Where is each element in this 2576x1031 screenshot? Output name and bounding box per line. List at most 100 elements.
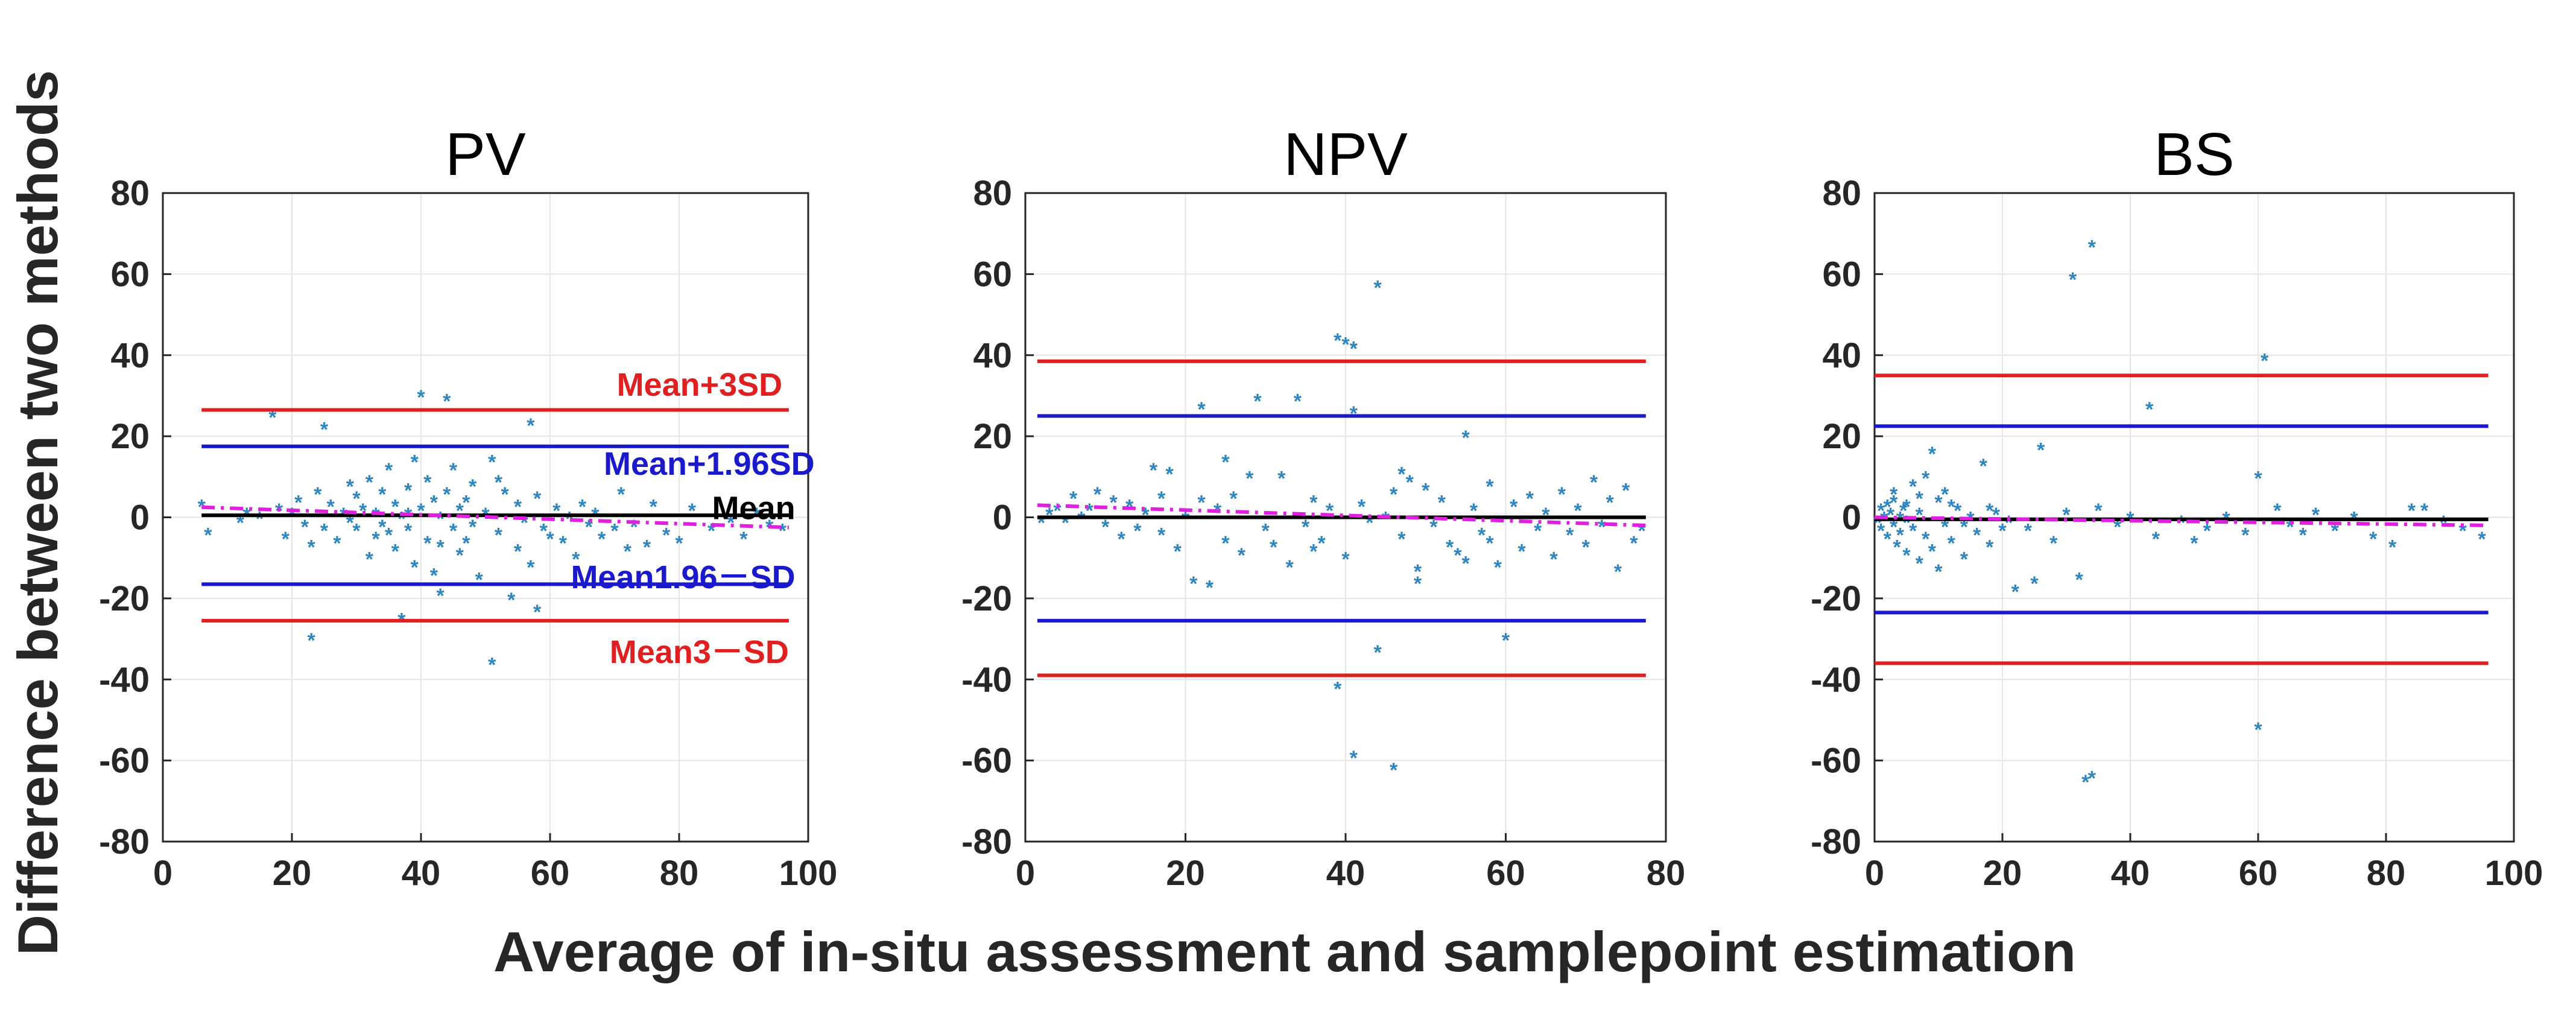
data-point: *: [650, 495, 658, 518]
data-point: *: [2113, 516, 2122, 539]
data-point: *: [1334, 678, 1342, 701]
y-tick-label: -40: [1811, 660, 1861, 699]
data-point: *: [1909, 520, 1917, 543]
data-point: *: [2030, 573, 2039, 595]
data-point: *: [1486, 475, 1494, 498]
data-point: *: [533, 487, 542, 510]
y-tick-label: 80: [973, 174, 1012, 213]
panel-title: PV: [445, 121, 526, 188]
data-point: *: [1174, 540, 1182, 563]
data-point: *: [1462, 552, 1470, 575]
data-point: *: [1309, 492, 1318, 515]
data-point: *: [1558, 483, 1566, 506]
y-tick-label: 80: [1822, 174, 1861, 213]
data-point: *: [1422, 479, 1430, 502]
x-tick-label: 0: [1016, 854, 1035, 893]
data-point: *: [1948, 532, 1956, 555]
data-point: *: [2203, 520, 2212, 543]
data-point: *: [2388, 536, 2397, 559]
data-point: *: [501, 483, 509, 506]
annotation-label: Mean+3SD: [617, 367, 783, 403]
data-point: *: [204, 524, 212, 547]
data-point: *: [372, 528, 380, 551]
data-point: *: [1979, 455, 1988, 478]
data-point: *: [727, 512, 735, 535]
data-point: *: [449, 520, 458, 543]
data-point: *: [598, 528, 606, 551]
x-tick-label: 80: [660, 854, 699, 893]
data-point: *: [488, 451, 496, 474]
data-point: *: [488, 653, 496, 676]
y-tick-label: 60: [973, 255, 1012, 294]
data-point: *: [1373, 277, 1382, 300]
y-tick-label: 40: [1822, 336, 1861, 375]
data-point: *: [1896, 524, 1905, 547]
trend-line: [1037, 503, 1646, 527]
data-point: *: [1062, 512, 1070, 535]
data-point: *: [411, 451, 419, 474]
data-point: *: [675, 532, 683, 555]
x-tick-label: 100: [2485, 854, 2543, 893]
data-point: *: [2261, 349, 2269, 372]
data-point: *: [1446, 536, 1454, 559]
y-tick-label: 0: [993, 498, 1012, 538]
x-tick-label: 60: [531, 854, 570, 893]
data-point: *: [1598, 516, 1606, 539]
data-point: *: [443, 390, 451, 413]
data-point: *: [1277, 467, 1286, 490]
data-point: *: [1221, 451, 1230, 474]
data-point: *: [1206, 577, 1214, 600]
data-point: *: [1341, 548, 1350, 571]
data-point: *: [1189, 573, 1198, 595]
data-point: *: [1350, 747, 1358, 770]
data-point: *: [346, 512, 355, 535]
data-point: *: [366, 471, 374, 494]
data-point: *: [307, 629, 315, 652]
data-point: *: [1884, 495, 1892, 518]
data-point: *: [1986, 536, 1994, 559]
data-point: *: [1341, 334, 1350, 357]
data-point: *: [1221, 532, 1230, 555]
data-point: *: [2177, 512, 2186, 535]
data-point: *: [1902, 544, 1911, 567]
bs-panel: 0 20 40 60 80 100-80-60-40-20020406080BS*****…: [1811, 121, 2543, 893]
data-point: *: [559, 532, 568, 555]
data-point: *: [1517, 540, 1526, 563]
data-point: *: [2081, 771, 2090, 794]
x-tick-label: 0: [1865, 854, 1884, 893]
data-point: *: [378, 516, 387, 539]
data-point: *: [385, 524, 393, 547]
data-point: *: [1960, 548, 1969, 571]
data-point: *: [1902, 512, 1911, 535]
data-point: *: [1941, 483, 1949, 506]
data-point: *: [1157, 524, 1166, 547]
data-point: *: [1350, 337, 1358, 360]
data-point: *: [514, 495, 522, 518]
data-point: *: [2369, 528, 2378, 551]
data-point: *: [1414, 560, 1422, 583]
data-point: *: [1622, 479, 1630, 502]
data-point: *: [1165, 463, 1174, 486]
y-tick-label: -20: [1811, 579, 1861, 618]
data-point: *: [1230, 487, 1238, 510]
data-point: *: [2254, 719, 2262, 741]
data-point: *: [1406, 471, 1414, 494]
data-point: *: [2254, 467, 2262, 490]
data-point: *: [1270, 536, 1278, 559]
data-point: *: [1590, 471, 1598, 494]
data-point: *: [282, 528, 290, 551]
data-point: *: [1893, 536, 1901, 559]
data-point: *: [2075, 568, 2084, 591]
data-point: *: [739, 528, 748, 551]
data-point: *: [1109, 492, 1118, 515]
data-point: *: [2420, 500, 2429, 522]
y-tick-label: 60: [110, 255, 150, 294]
x-tick-label: 80: [2367, 854, 2406, 893]
data-point: *: [2011, 580, 2020, 603]
data-point: *: [1390, 759, 1398, 782]
trend-line: [1874, 515, 2489, 527]
data-point: *: [430, 492, 438, 515]
data-point: *: [1318, 532, 1326, 555]
data-point: *: [1253, 390, 1262, 413]
